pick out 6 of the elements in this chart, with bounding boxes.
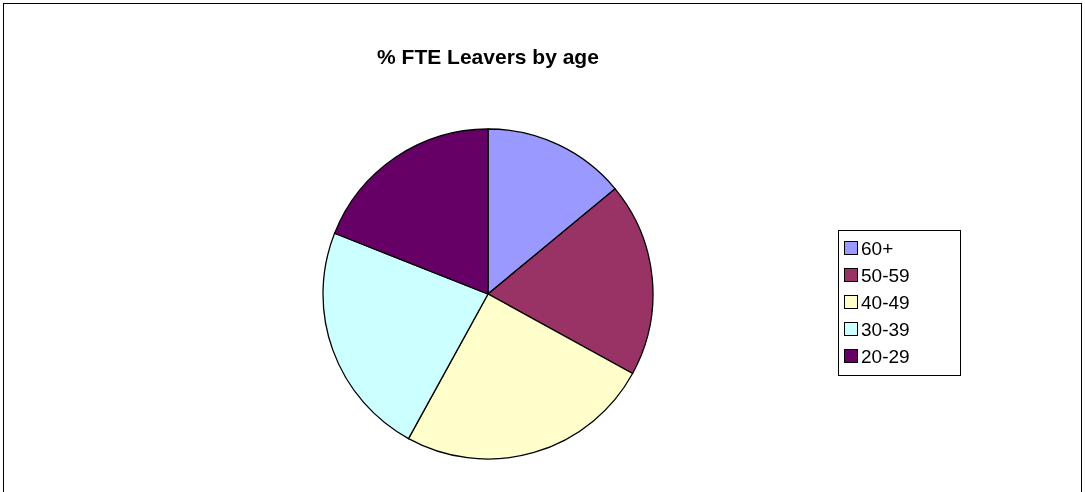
legend-label: 20-29	[861, 346, 910, 367]
legend-label: 60+	[861, 238, 894, 259]
legend-label: 40-49	[861, 292, 910, 313]
chart-title: % FTE Leavers by age	[377, 45, 599, 68]
legend-label: 30-39	[861, 319, 910, 340]
legend-label: 50-59	[861, 265, 910, 286]
